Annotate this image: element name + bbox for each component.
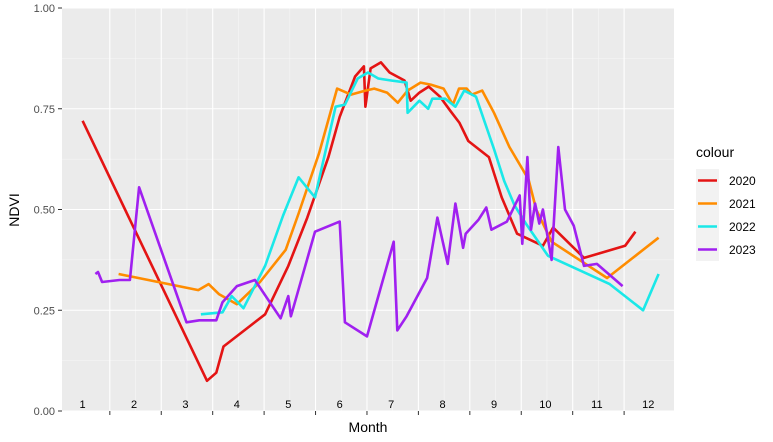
- legend-title: colour: [696, 144, 734, 160]
- month-label: 8: [440, 399, 446, 411]
- y-tick-label: 0.25: [34, 305, 55, 317]
- y-axis: 0.00 0.25 0.50 0.75 1.00: [34, 3, 62, 418]
- legend: colour 2020 2021 2022 2023: [696, 144, 756, 261]
- month-label: 1: [80, 399, 86, 411]
- month-label: 9: [491, 399, 497, 411]
- month-label: 3: [182, 399, 188, 411]
- month-label: 10: [539, 399, 551, 411]
- x-axis: [109, 411, 625, 415]
- month-label: 11: [591, 399, 602, 411]
- month-label: 7: [388, 399, 394, 411]
- y-axis-title: NDVI: [6, 193, 22, 226]
- month-label: 5: [285, 399, 291, 411]
- y-tick-label: 1.00: [34, 3, 55, 15]
- y-tick-label: 0.00: [34, 406, 55, 418]
- y-tick-label: 0.75: [34, 104, 55, 116]
- series-line-2023: [94, 145, 624, 338]
- month-label: 2: [131, 399, 137, 411]
- legend-label-2020: 2020: [729, 174, 756, 188]
- legend-label-2022: 2022: [729, 220, 756, 234]
- legend-label-2021: 2021: [729, 197, 756, 211]
- series-lines: [81, 61, 660, 383]
- month-label: 4: [234, 399, 240, 411]
- month-label: 6: [337, 399, 343, 411]
- month-label: 12: [642, 399, 654, 411]
- y-tick-label: 0.50: [34, 205, 55, 217]
- month-labels: 1 2 3 4 5 6 7 8 9 10 11 12: [80, 399, 655, 411]
- legend-label-2023: 2023: [729, 243, 756, 257]
- series-line-2020: [81, 61, 637, 383]
- x-axis-title: Month: [349, 419, 388, 435]
